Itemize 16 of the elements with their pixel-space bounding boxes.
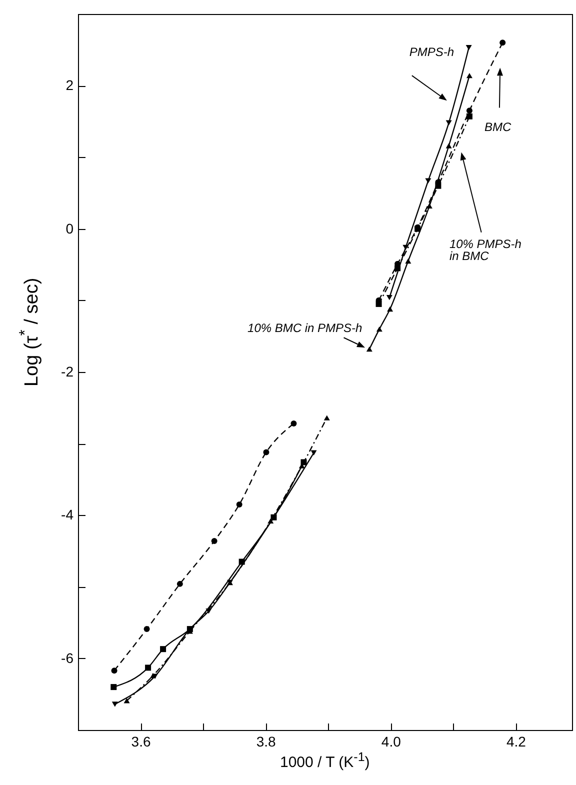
y-tick-label: -2 [61,364,74,380]
y-tick-label: -4 [61,506,74,523]
y-tick-label: 2 [66,77,74,94]
y-tick-label: -6 [61,650,74,666]
text: 4.0 [381,734,401,750]
point [324,415,330,420]
x-tick-label: 3.6 [131,734,151,750]
series-label: PMPS-h [409,45,454,60]
x-axis-title: 1000 / T (K$^{-1}$) [280,750,370,771]
point [176,580,183,587]
x-tick-label: 4.2 [506,734,526,750]
y-tick-label: 0 [66,220,74,236]
text: 10% PMPS-h in BMC [449,237,522,264]
series-label: 10% BMC in PMPS-h [248,320,362,335]
x-tick-label: 3.8 [256,734,276,750]
series-label: BMC [484,120,512,134]
